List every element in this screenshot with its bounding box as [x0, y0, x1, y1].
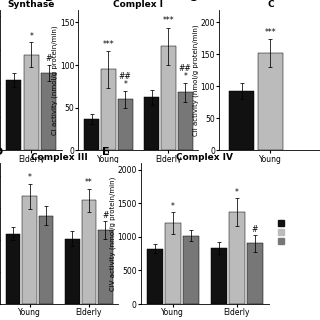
Title: C: C: [267, 0, 274, 9]
Text: *: *: [171, 202, 175, 211]
Bar: [101, 69, 116, 150]
Bar: [118, 99, 132, 150]
Bar: [65, 239, 79, 304]
Text: *: *: [29, 32, 33, 41]
Text: ***: ***: [265, 28, 276, 37]
Text: ***: ***: [163, 16, 174, 25]
Title: Complex III: Complex III: [31, 153, 88, 163]
Bar: [39, 216, 53, 304]
Bar: [22, 196, 37, 304]
Bar: [229, 212, 245, 304]
Title: Synthase: Synthase: [7, 0, 55, 9]
Bar: [41, 73, 56, 150]
Text: ***: ***: [103, 40, 114, 49]
Title: Complex I: Complex I: [113, 0, 164, 9]
Y-axis label: CIV activity (nmol/g protein/min): CIV activity (nmol/g protein/min): [109, 176, 116, 291]
Text: E: E: [102, 147, 110, 157]
Bar: [82, 200, 96, 304]
Text: D: D: [0, 147, 3, 157]
Text: ##
*: ## *: [179, 64, 192, 81]
Y-axis label: CII activity (nmol/g protein/min): CII activity (nmol/g protein/min): [193, 24, 199, 136]
Text: ##
*: ## *: [119, 72, 132, 89]
Bar: [23, 54, 39, 150]
Legend: , , : , ,: [277, 219, 291, 245]
Text: *: *: [28, 173, 32, 182]
Bar: [258, 53, 283, 150]
Bar: [211, 248, 227, 304]
Text: B: B: [45, 0, 53, 3]
Bar: [6, 80, 21, 150]
Bar: [161, 46, 176, 150]
Bar: [247, 243, 263, 304]
Bar: [98, 230, 113, 304]
Y-axis label: CI activity (nmol/g protein/min): CI activity (nmol/g protein/min): [52, 25, 58, 135]
Text: **: **: [85, 178, 93, 187]
Text: #: #: [102, 211, 108, 220]
Bar: [229, 91, 254, 150]
Bar: [144, 98, 159, 150]
Bar: [165, 223, 181, 304]
Title: Complex IV: Complex IV: [176, 153, 233, 163]
Text: #: #: [45, 54, 52, 63]
Text: *: *: [235, 188, 239, 197]
Bar: [183, 236, 199, 304]
Bar: [84, 119, 99, 150]
Text: C: C: [188, 0, 196, 3]
Bar: [178, 92, 193, 150]
Text: #: #: [252, 225, 258, 234]
Bar: [6, 234, 20, 304]
Bar: [147, 249, 163, 304]
